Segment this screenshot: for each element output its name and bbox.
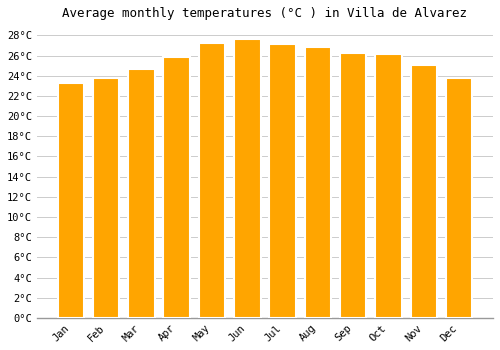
- Bar: [164, 57, 190, 318]
- Bar: [234, 40, 260, 318]
- Bar: [270, 44, 296, 318]
- Bar: [58, 83, 84, 318]
- Bar: [304, 48, 331, 318]
- Bar: [128, 69, 154, 318]
- Title: Average monthly temperatures (°C ) in Villa de Alvarez: Average monthly temperatures (°C ) in Vi…: [62, 7, 468, 20]
- Bar: [93, 78, 120, 318]
- Bar: [198, 43, 225, 318]
- Bar: [375, 54, 402, 318]
- Bar: [410, 65, 437, 318]
- Bar: [446, 78, 472, 318]
- Bar: [340, 52, 366, 318]
